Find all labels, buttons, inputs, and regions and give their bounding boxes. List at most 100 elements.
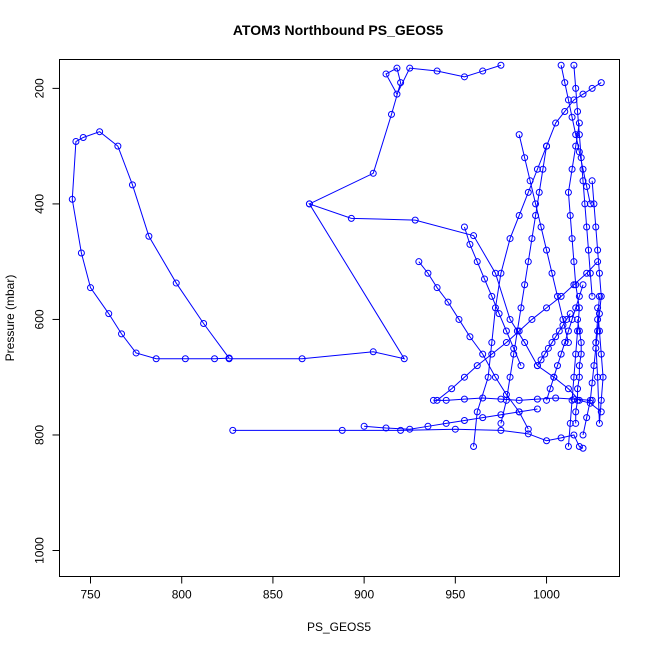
data-point (564, 96, 572, 104)
data-point (533, 362, 541, 370)
data-point (510, 344, 518, 352)
series-16 (557, 61, 594, 208)
data-point (497, 395, 505, 403)
data-point (599, 373, 607, 381)
data-point (594, 258, 602, 266)
data-point (577, 339, 585, 347)
data-point (497, 269, 505, 277)
data-point (553, 362, 561, 370)
data-point (543, 437, 551, 445)
data-point (521, 154, 529, 162)
data-point (424, 422, 432, 430)
data-point (561, 107, 569, 115)
data-point (568, 113, 576, 121)
data-point (557, 350, 565, 358)
data-point (517, 304, 525, 312)
data-point (572, 350, 580, 358)
data-point (455, 315, 463, 323)
data-point (552, 333, 560, 341)
data-point (568, 396, 576, 404)
data-point (415, 258, 423, 266)
y-axis-label: Pressure (mbar) (3, 275, 17, 362)
data-point (570, 258, 578, 266)
data-point (305, 200, 313, 208)
data-point (535, 188, 543, 196)
data-point (400, 355, 408, 363)
data-point (79, 133, 87, 141)
series-line (436, 261, 598, 401)
data-point (597, 292, 605, 300)
data-point (557, 61, 565, 69)
data-point (570, 373, 578, 381)
series-line (463, 226, 522, 366)
data-point (572, 419, 580, 427)
data-point (397, 426, 405, 434)
data-point (397, 79, 405, 87)
data-point (406, 425, 414, 433)
data-point (575, 362, 583, 370)
data-point (411, 216, 419, 224)
data-point (575, 373, 583, 381)
data-point (570, 281, 578, 289)
data-point (470, 443, 478, 451)
data-point (211, 355, 219, 363)
data-point (564, 385, 572, 393)
data-point (387, 110, 395, 118)
y-tick-label: 400 (33, 194, 47, 214)
series-line (575, 319, 582, 424)
data-point (424, 269, 432, 277)
data-point (502, 339, 510, 347)
data-point (568, 235, 576, 243)
data-point (568, 165, 576, 173)
series-19 (572, 315, 585, 427)
data-point (393, 90, 401, 98)
data-point (524, 425, 532, 433)
series-8 (564, 119, 583, 451)
data-point (543, 304, 551, 312)
x-tick-label: 900 (354, 588, 374, 602)
data-point (537, 223, 545, 231)
data-point (588, 396, 596, 404)
data-point (495, 310, 503, 318)
data-point (521, 339, 529, 347)
data-point (572, 142, 580, 150)
data-point (473, 258, 481, 266)
data-point (579, 444, 587, 452)
data-point (347, 214, 355, 222)
data-point (548, 269, 556, 277)
data-point (497, 61, 505, 69)
data-point (533, 165, 541, 173)
data-point (521, 281, 529, 289)
series-20 (533, 310, 574, 370)
series-line (546, 284, 584, 401)
data-point (541, 350, 549, 358)
data-point (479, 350, 487, 358)
data-point (460, 373, 468, 381)
data-point (574, 315, 582, 323)
x-axis: 750 800 850 900 950 1000 (80, 576, 560, 602)
data-point (537, 356, 545, 364)
data-point (442, 419, 450, 427)
data-point (557, 434, 565, 442)
plot-frame (59, 59, 620, 577)
series-18 (360, 405, 541, 433)
data-point (572, 408, 580, 416)
data-point (128, 181, 136, 189)
data-point (406, 64, 414, 72)
data-point (497, 426, 505, 434)
data-point (105, 310, 113, 318)
data-point (429, 396, 437, 404)
data-point (433, 67, 441, 75)
data-point (528, 315, 536, 323)
data-point (572, 131, 580, 139)
data-point (433, 284, 441, 292)
data-point (544, 344, 552, 352)
data-point (561, 339, 569, 347)
y-tick-label: 1000 (33, 537, 47, 564)
data-point (586, 200, 594, 208)
data-point (533, 395, 541, 403)
series-line (229, 202, 602, 413)
data-point (570, 61, 578, 69)
data-point (524, 430, 532, 438)
data-point (225, 354, 233, 362)
